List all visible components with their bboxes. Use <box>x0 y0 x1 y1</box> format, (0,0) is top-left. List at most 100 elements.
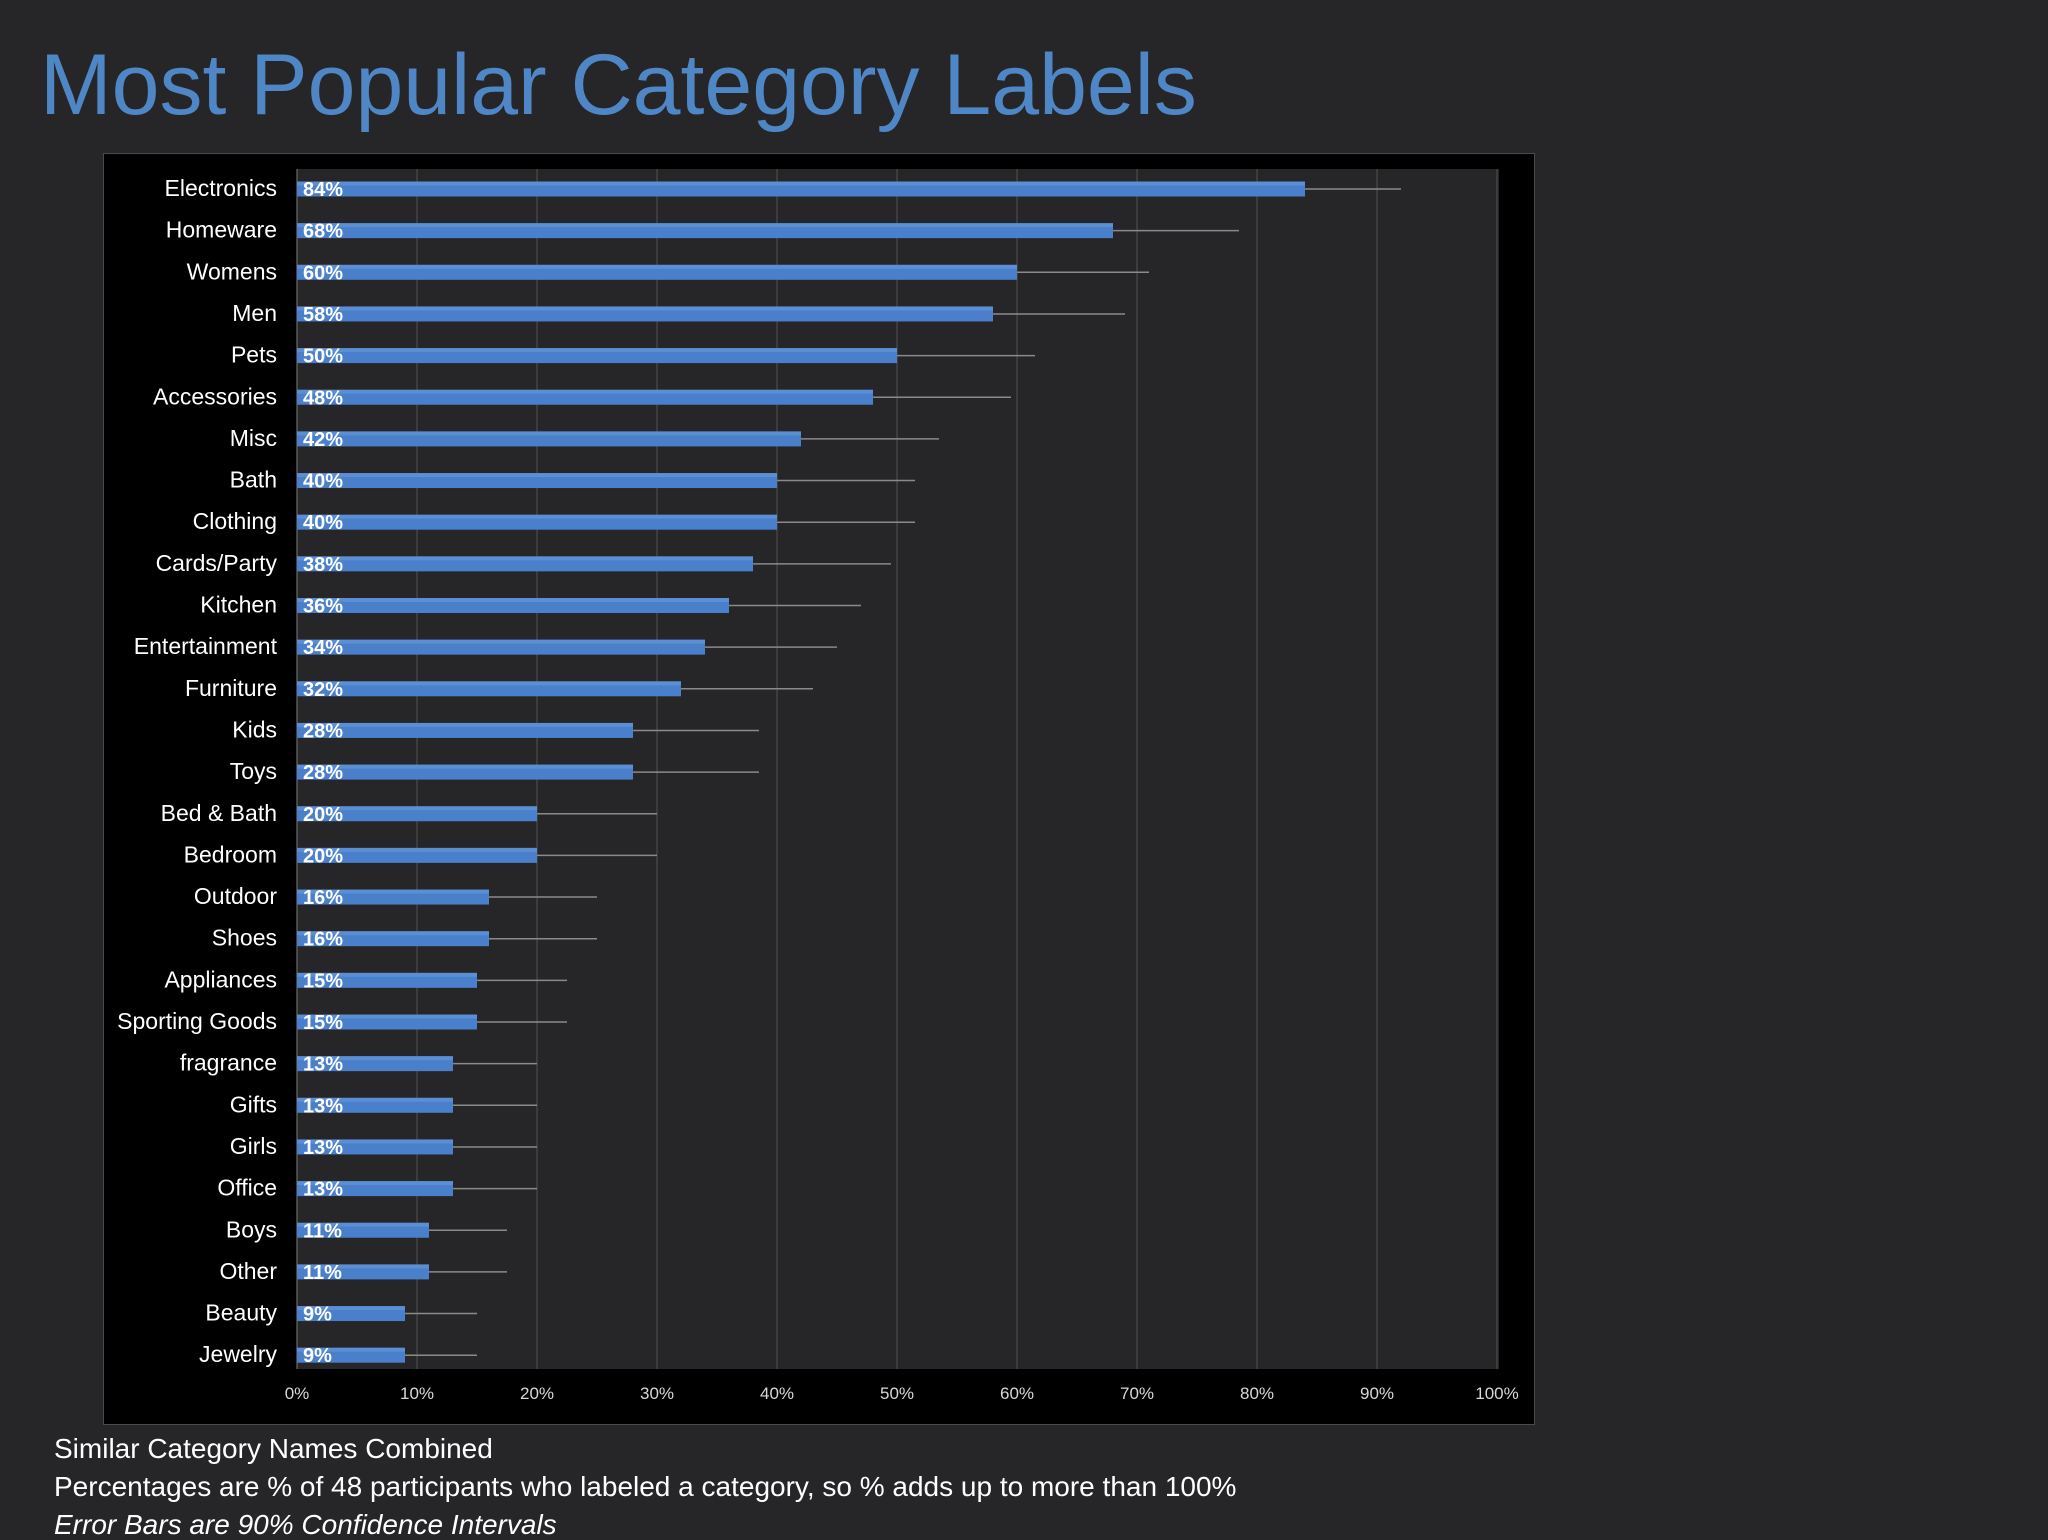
data-label: 36% <box>303 596 343 618</box>
bar-highlight <box>297 1056 453 1061</box>
category-label: Electronics <box>165 175 277 201</box>
bar-highlight <box>297 1306 405 1311</box>
data-label: 40% <box>303 512 343 534</box>
x-tick-label: 40% <box>760 1384 794 1403</box>
data-label: 16% <box>303 929 343 951</box>
data-label: 28% <box>303 762 343 784</box>
data-label: 13% <box>303 1179 343 1201</box>
category-label: Beauty <box>205 1300 277 1326</box>
category-label: Kids <box>232 716 277 742</box>
bar-highlight <box>297 1014 477 1019</box>
footnote-error-bars: Error Bars are 90% Confidence Intervals <box>54 1509 557 1540</box>
category-label: Cards/Party <box>156 550 278 576</box>
data-label: 58% <box>303 304 343 326</box>
x-tick-label: 30% <box>640 1384 674 1403</box>
bar-highlight <box>297 1347 405 1352</box>
data-label: 34% <box>303 637 343 659</box>
category-label: Outdoor <box>194 883 277 909</box>
category-label: Homeware <box>166 217 277 243</box>
category-label: Sporting Goods <box>117 1008 277 1034</box>
category-label: Accessories <box>153 383 277 409</box>
bar-highlight <box>297 764 633 769</box>
x-tick-label: 50% <box>880 1384 914 1403</box>
category-label: fragrance <box>180 1050 277 1076</box>
data-label: 40% <box>303 471 343 493</box>
bar-highlight <box>297 306 993 311</box>
data-label: 15% <box>303 1012 343 1034</box>
data-label: 16% <box>303 887 343 909</box>
bar-highlight <box>297 1222 429 1227</box>
bar-highlight <box>297 514 777 519</box>
bar-highlight <box>297 556 753 561</box>
category-label: Clothing <box>193 508 277 534</box>
bar-chart: 0% 10% 20% 30% 40% 50% 60% 70% 80% 90% 100% 84% 68%… <box>117 169 1519 1403</box>
data-label: 13% <box>303 1095 343 1117</box>
data-label: 42% <box>303 429 343 451</box>
x-axis-ticks: 0% 10% 20% 30% 40% 50% 60% 70% 80% 90% 100% <box>285 1384 1519 1403</box>
category-label: Shoes <box>212 925 277 951</box>
bar-highlight <box>297 598 729 602</box>
x-tick-label: 80% <box>1240 1384 1274 1403</box>
x-tick-label: 70% <box>1120 1384 1154 1403</box>
x-tick-label: 60% <box>1000 1384 1034 1403</box>
data-label: 20% <box>303 845 343 867</box>
x-tick-label: 90% <box>1360 1384 1394 1403</box>
bar-highlight <box>297 348 897 353</box>
bar-highlight <box>297 972 477 977</box>
bar-highlight <box>297 639 705 644</box>
category-label: Pets <box>231 342 277 368</box>
category-label: Misc <box>230 425 277 451</box>
bar-highlight <box>297 931 489 936</box>
data-label: 9% <box>303 1304 332 1326</box>
category-label: Kitchen <box>200 592 277 618</box>
x-tick-label: 10% <box>400 1384 434 1403</box>
data-label: 13% <box>303 1054 343 1076</box>
data-label: 11% <box>303 1220 342 1242</box>
bar-highlight <box>297 1139 453 1144</box>
footnote-percentages: Percentages are % of 48 participants who… <box>54 1471 1237 1502</box>
chart-frame: 0% 10% 20% 30% 40% 50% 60% 70% 80% 90% 100% 84% 68%… <box>103 153 1535 1425</box>
data-label: 38% <box>303 554 343 576</box>
x-tick-label: 100% <box>1475 1384 1518 1403</box>
data-label: 32% <box>303 679 343 701</box>
data-label: 15% <box>303 970 343 992</box>
footnote-combined-names: Similar Category Names Combined <box>54 1433 493 1464</box>
bar-highlight <box>297 389 873 394</box>
category-label: Gifts <box>230 1091 277 1117</box>
data-label: 68% <box>303 221 343 243</box>
bar-highlight <box>297 1264 429 1269</box>
bars: 84% 68% 60% 58% 50% 48% 42% 40% 40% 38% 36% 34% 32% 2… <box>297 179 1401 1367</box>
category-label: Jewelry <box>199 1341 277 1367</box>
category-label: Bed & Bath <box>161 800 277 826</box>
slide-title: Most Popular Category Labels <box>40 37 1197 133</box>
x-tick-label: 0% <box>285 1384 310 1403</box>
category-label: Men <box>232 300 277 326</box>
bar-highlight <box>297 1181 453 1186</box>
bar-highlight <box>297 806 537 811</box>
category-label: Bath <box>230 467 277 493</box>
data-label: 20% <box>303 804 343 826</box>
category-label: Office <box>217 1175 277 1201</box>
bar-highlight <box>297 431 801 436</box>
category-label: Bedroom <box>184 841 277 867</box>
data-label: 11% <box>303 1262 342 1284</box>
data-label: 84% <box>303 179 343 201</box>
bar-highlight <box>297 223 1113 228</box>
category-label: Other <box>219 1258 277 1284</box>
category-label: Appliances <box>164 966 277 992</box>
category-label: Boys <box>226 1216 277 1242</box>
category-label: Toys <box>230 758 277 784</box>
bar-highlight <box>297 889 489 894</box>
category-label: Entertainment <box>134 633 278 659</box>
category-labels: Electronics Homeware Womens Men Pets Accessor… <box>117 175 277 1367</box>
data-label: 9% <box>303 1345 332 1367</box>
data-label: 50% <box>303 346 343 368</box>
bar-highlight <box>297 181 1305 186</box>
bar-highlight <box>297 722 633 727</box>
bar-highlight <box>297 681 681 686</box>
x-tick-label: 20% <box>520 1384 554 1403</box>
bar-highlight <box>297 264 1017 269</box>
data-label: 48% <box>303 387 343 409</box>
category-label: Womens <box>187 258 277 284</box>
bar-highlight <box>297 473 777 478</box>
